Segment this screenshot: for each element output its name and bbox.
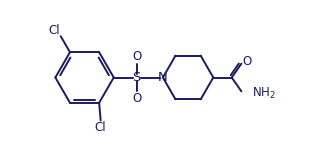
- Text: O: O: [132, 92, 141, 105]
- Text: Cl: Cl: [95, 121, 107, 134]
- Text: S: S: [133, 71, 141, 84]
- Text: Cl: Cl: [48, 24, 60, 37]
- Text: O: O: [242, 55, 252, 68]
- Text: NH$_2$: NH$_2$: [252, 86, 275, 101]
- Text: N: N: [158, 71, 168, 84]
- Text: O: O: [132, 50, 141, 63]
